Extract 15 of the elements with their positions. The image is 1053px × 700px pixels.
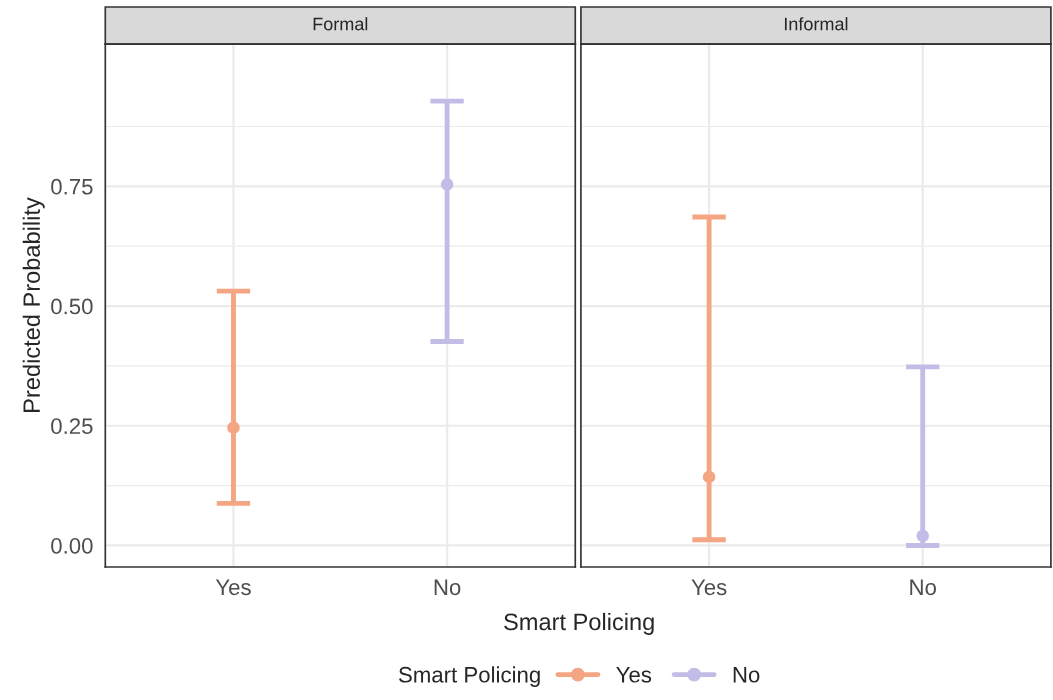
y-tick-label: 0.25 — [51, 418, 93, 435]
y-axis-title: Predicted Probability — [22, 197, 45, 412]
x-tick-label: Yes — [215, 579, 251, 596]
x-tick-label: No — [434, 579, 461, 596]
x-axis-title: Smart Policing — [504, 612, 654, 635]
legend-title: Smart Policing — [398, 666, 540, 687]
legend-label: Yes — [616, 667, 652, 683]
legend-label: No — [733, 667, 760, 683]
x-tick-label: Yes — [691, 579, 727, 596]
chart-title: Formal — [313, 17, 368, 31]
y-tick-label: 0.50 — [51, 298, 93, 315]
x-tick-label: No — [910, 579, 936, 596]
chart-title: Informal — [784, 17, 848, 31]
y-tick-label: 0.75 — [51, 178, 93, 195]
y-tick-label: 0.00 — [51, 537, 93, 554]
